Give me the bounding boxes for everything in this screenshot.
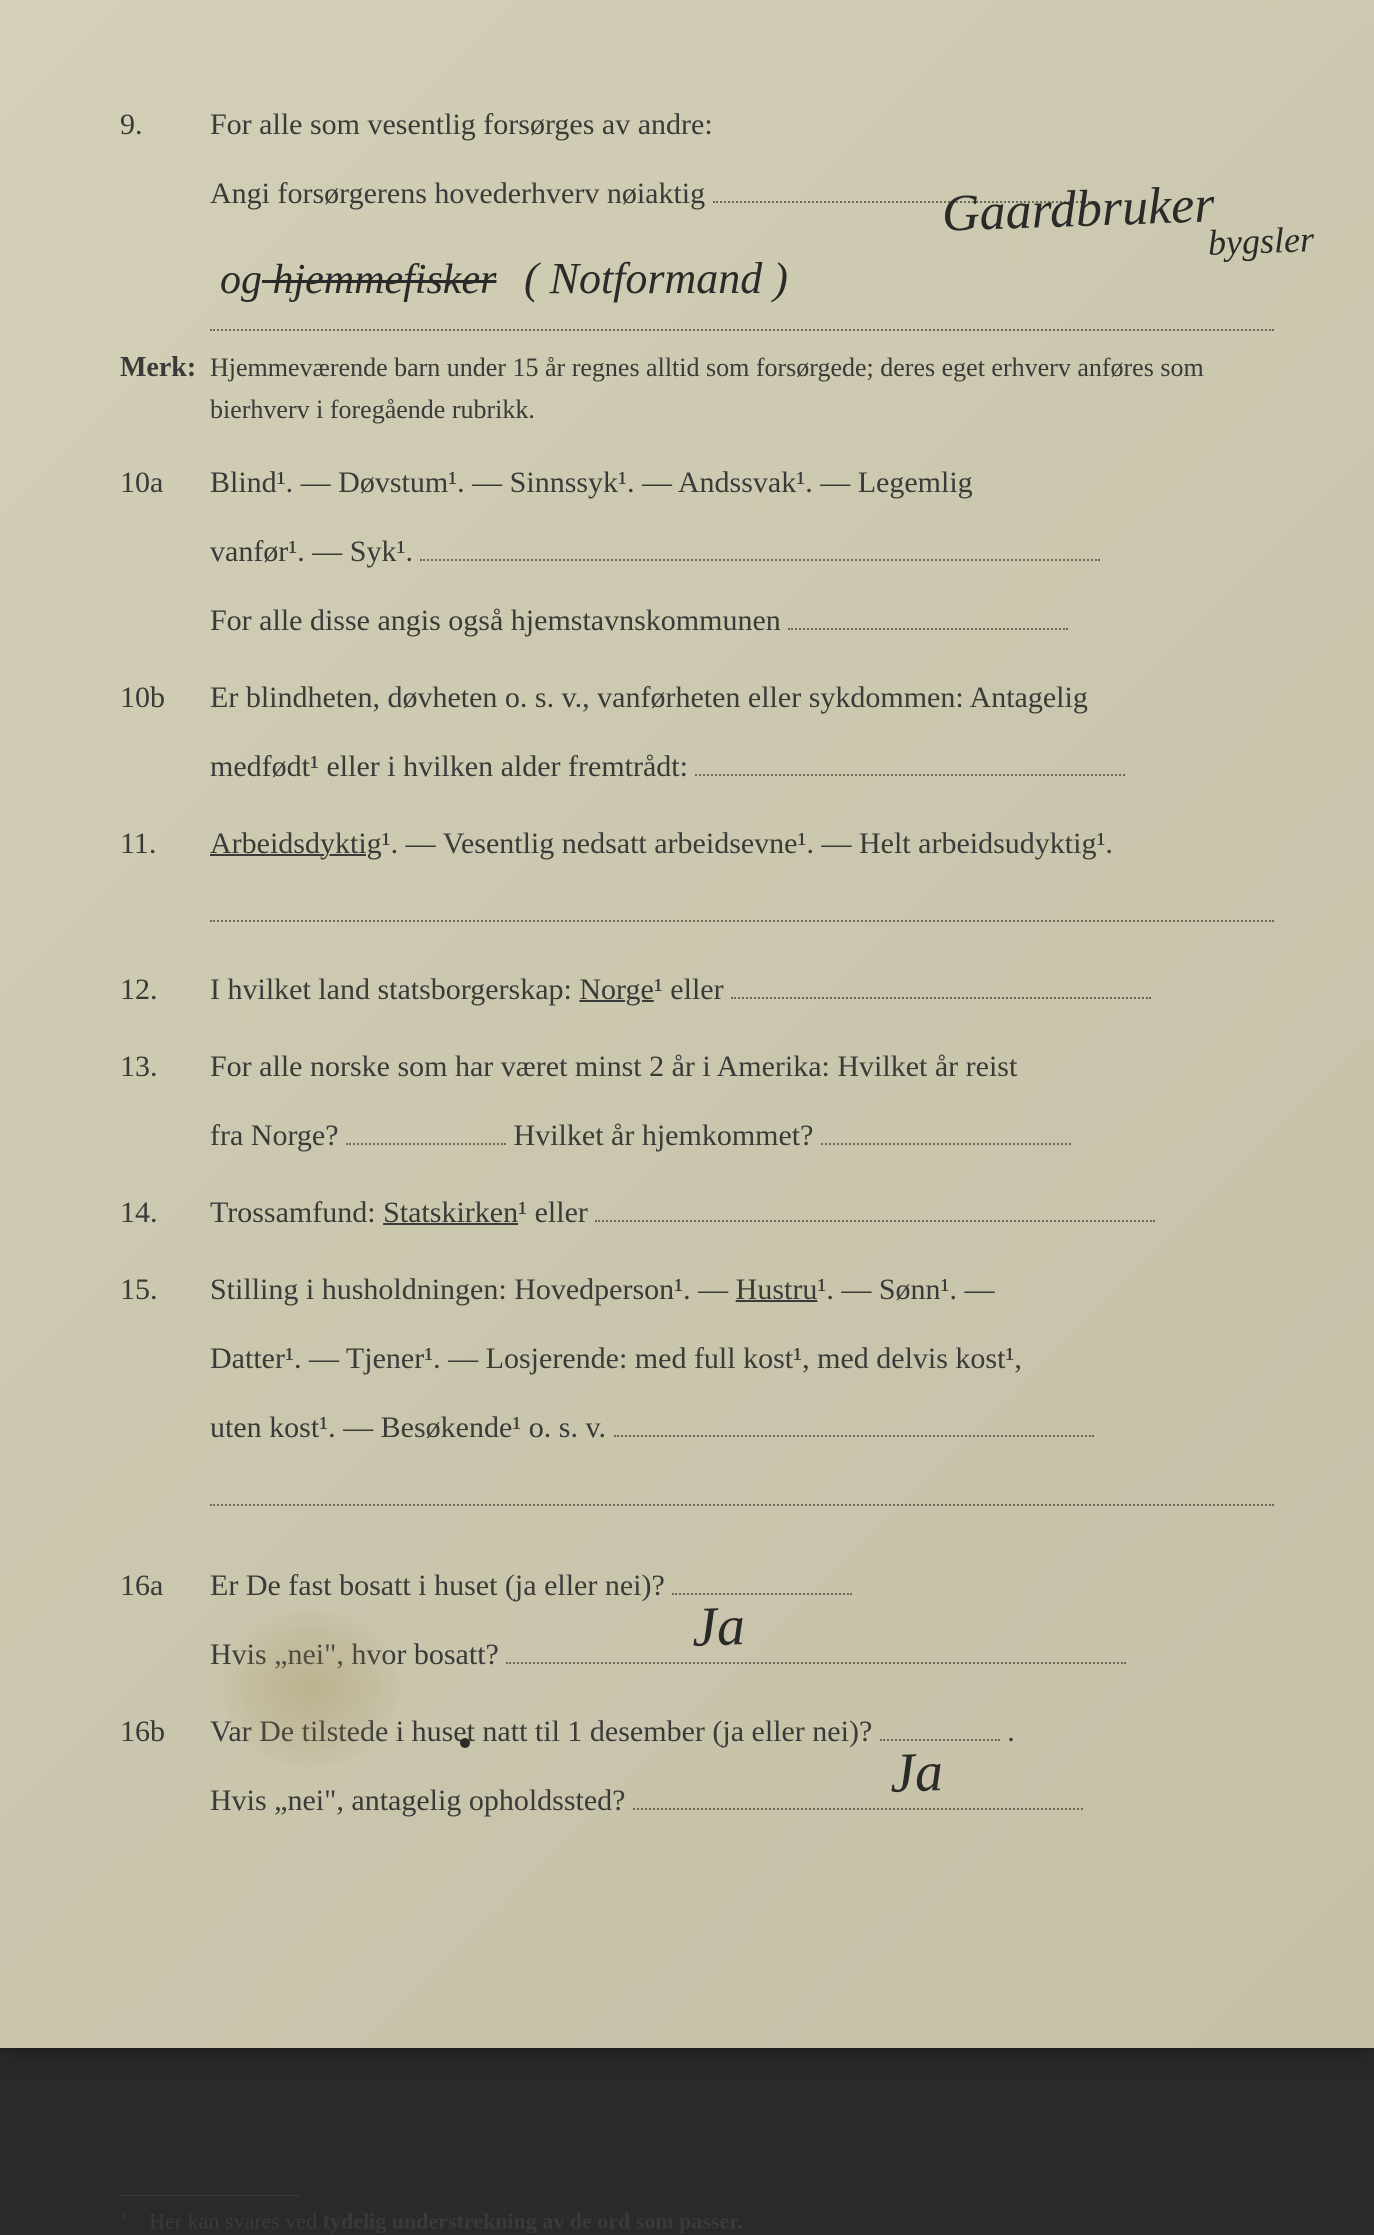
q9-number: 9.	[120, 96, 210, 153]
footnote-text: Her kan svares ved tydelig understreknin…	[149, 2209, 742, 2234]
q12-text2: ¹ eller	[654, 973, 724, 1006]
q16a-blank1[interactable]: Ja	[672, 1593, 852, 1595]
q15-text1b: ¹. — Sønn¹. —	[817, 1273, 994, 1306]
q10b-blank[interactable]	[695, 774, 1125, 776]
q15-content: Stilling i husholdningen: Hovedperson¹. …	[210, 1255, 1274, 1531]
q9-hand2: og hjemmefisker	[220, 257, 496, 303]
question-12: 12. I hvilket land statsborgerskap: Norg…	[120, 955, 1274, 1024]
q10a-text1: Blind¹. — Døvstum¹. — Sinnssyk¹. — Andss…	[210, 466, 973, 499]
q12-text1: I hvilket land statsborgerskap:	[210, 973, 579, 1006]
q10a-text2: vanfør¹. — Syk¹.	[210, 535, 413, 568]
q16b-text2: Hvis „nei", antagelig opholdssted?	[210, 1784, 626, 1817]
q10a-blank1[interactable]	[420, 559, 1100, 561]
q14-text2: ¹ eller	[518, 1196, 588, 1229]
q10b-content: Er blindheten, døvheten o. s. v., vanfør…	[210, 663, 1274, 801]
question-11: 11. Arbeidsdyktig¹. — Vesentlig nedsatt …	[120, 809, 1274, 947]
paper-stain	[220, 1608, 400, 1768]
q15-underlined: Hustru	[736, 1273, 818, 1306]
question-14: 14. Trossamfund: Statskirken¹ eller	[120, 1178, 1274, 1247]
q15-number: 15.	[120, 1261, 210, 1318]
q10b-number: 10b	[120, 669, 210, 726]
q10b-text2: medfødt¹ eller i hvilken alder fremtrådt…	[210, 750, 688, 783]
q15-text1a: Stilling i husholdningen: Hovedperson¹. …	[210, 1273, 736, 1306]
q14-content: Trossamfund: Statskirken¹ eller	[210, 1178, 1274, 1247]
q11-content: Arbeidsdyktig¹. — Vesentlig nedsatt arbe…	[210, 809, 1274, 947]
merk-row: Merk: Hjemmeværende barn under 15 år reg…	[120, 341, 1274, 430]
q16a-blank2[interactable]	[506, 1662, 1126, 1664]
q12-blank[interactable]	[731, 997, 1151, 999]
q12-underlined: Norge	[579, 973, 653, 1006]
q16b-hand: Ja	[888, 1708, 945, 1839]
q16b-blank2[interactable]	[633, 1808, 1083, 1810]
q14-blank[interactable]	[595, 1220, 1155, 1222]
q10a-text3: For alle disse angis også hjemstavnskomm…	[210, 604, 781, 637]
q10a-content: Blind¹. — Døvstum¹. — Sinnssyk¹. — Andss…	[210, 448, 1274, 655]
q15-text3: uten kost¹. — Besøkende¹ o. s. v.	[210, 1411, 606, 1444]
footnote-num: 1	[120, 2208, 127, 2224]
q13-text1: For alle norske som har været minst 2 år…	[210, 1050, 1017, 1083]
q16a-hand: Ja	[690, 1562, 747, 1693]
ink-dot	[460, 1738, 470, 1748]
q9-line2-label: Angi forsørgerens hovederhverv nøiaktig	[210, 177, 705, 210]
q13-text2b: Hvilket år hjemkommet?	[514, 1119, 814, 1152]
question-15: 15. Stilling i husholdningen: Hovedperso…	[120, 1255, 1274, 1531]
question-13: 13. For alle norske som har været minst …	[120, 1032, 1274, 1170]
q16b-number: 16b	[120, 1703, 210, 1760]
q15-text2: Datter¹. — Tjener¹. — Losjerende: med fu…	[210, 1342, 1022, 1375]
q15-blank2[interactable]	[210, 1504, 1274, 1506]
q10b-text1: Er blindheten, døvheten o. s. v., vanfør…	[210, 681, 1088, 714]
q14-text1: Trossamfund:	[210, 1196, 383, 1229]
q12-content: I hvilket land statsborgerskap: Norge¹ e…	[210, 955, 1274, 1024]
q16b-blank1[interactable]: Ja	[880, 1739, 1000, 1741]
question-10b: 10b Er blindheten, døvheten o. s. v., va…	[120, 663, 1274, 801]
q13-text2a: fra Norge?	[210, 1119, 339, 1152]
question-9: 9. For alle som vesentlig forsørges av a…	[120, 90, 1274, 331]
merk-label: Merk:	[120, 341, 210, 394]
q13-blank2[interactable]	[821, 1143, 1071, 1145]
q9-line1: For alle som vesentlig forsørges av andr…	[210, 108, 713, 141]
q9-hand3: ( Notformand )	[524, 254, 788, 303]
q11-text: ¹. — Vesentlig nedsatt arbeidsevne¹. — H…	[382, 827, 1113, 860]
q9-blank2[interactable]: og hjemmefisker ( Notformand )	[210, 228, 1274, 331]
footnote-rule	[120, 2195, 300, 2196]
q15-blank1[interactable]	[614, 1435, 1094, 1437]
q9-content: For alle som vesentlig forsørges av andr…	[210, 90, 1274, 331]
q13-blank1[interactable]	[346, 1143, 506, 1145]
q14-underlined: Statskirken	[383, 1196, 518, 1229]
q11-blank[interactable]	[210, 920, 1274, 922]
q12-number: 12.	[120, 961, 210, 1018]
q14-number: 14.	[120, 1184, 210, 1241]
q10a-blank2[interactable]	[788, 628, 1068, 630]
q13-number: 13.	[120, 1038, 210, 1095]
q10a-number: 10a	[120, 454, 210, 511]
q16a-number: 16a	[120, 1557, 210, 1614]
footnote: 1 Her kan svares ved tydelig understrekn…	[120, 2208, 1274, 2234]
q16a-text1: Er De fast bosatt i huset (ja eller nei)…	[210, 1569, 665, 1602]
q13-content: For alle norske som har været minst 2 år…	[210, 1032, 1274, 1170]
census-form-page: 9. For alle som vesentlig forsørges av a…	[0, 0, 1374, 2048]
merk-text: Hjemmeværende barn under 15 år regnes al…	[210, 347, 1274, 430]
q11-number: 11.	[120, 815, 210, 872]
question-10a: 10a Blind¹. — Døvstum¹. — Sinnssyk¹. — A…	[120, 448, 1274, 655]
q11-underlined: Arbeidsdyktig	[210, 827, 382, 860]
